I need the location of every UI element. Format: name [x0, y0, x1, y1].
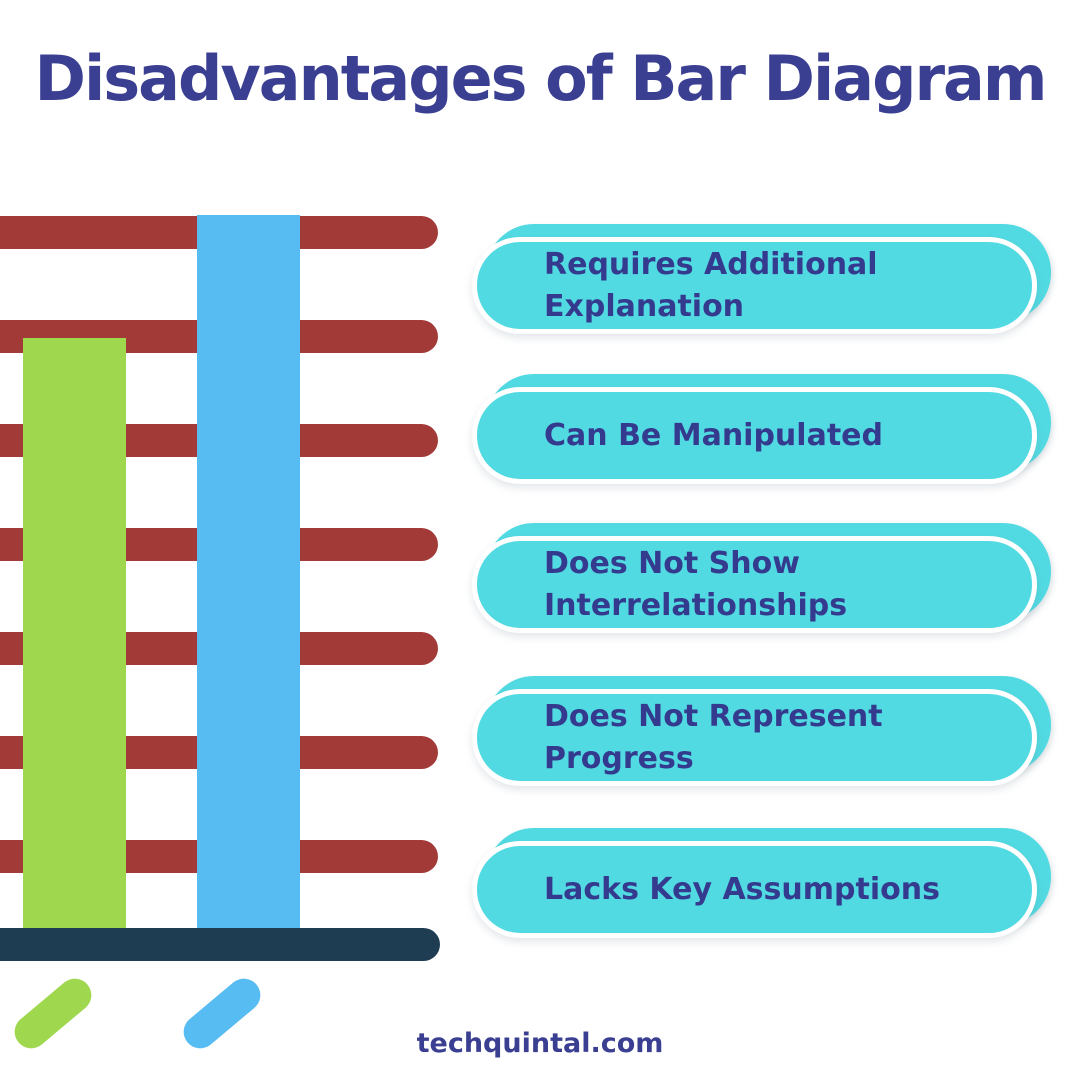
- disadvantage-card-2: Can Be Manipulated: [472, 374, 1051, 484]
- card-front-layer: Requires Additional Explanation: [472, 237, 1037, 334]
- card-front-layer: Does Not Show Interrelationships: [472, 536, 1037, 633]
- card-label: Lacks Key Assumptions: [544, 871, 940, 907]
- x-axis-baseline: [0, 928, 440, 961]
- disadvantage-card-4: Does Not Represent Progress: [472, 676, 1051, 786]
- card-label: Does Not Show Interrelationships: [544, 545, 848, 623]
- card-label: Requires Additional Explanation: [544, 246, 878, 324]
- blue-bar: [197, 215, 300, 938]
- card-front-layer: Does Not Represent Progress: [472, 689, 1037, 786]
- green-bar: [23, 338, 126, 938]
- card-front-layer: Lacks Key Assumptions: [472, 841, 1037, 938]
- disadvantage-card-3: Does Not Show Interrelationships: [472, 523, 1051, 633]
- website-credit: techquintal.com: [416, 1028, 664, 1059]
- page-title: Disadvantages of Bar Diagram: [34, 42, 1048, 115]
- disadvantage-card-5: Lacks Key Assumptions: [472, 828, 1051, 938]
- disadvantage-card-1: Requires Additional Explanation: [472, 224, 1051, 334]
- card-front-layer: Can Be Manipulated: [472, 387, 1037, 484]
- card-label: Does Not Represent Progress: [544, 698, 883, 776]
- card-label: Can Be Manipulated: [544, 417, 883, 453]
